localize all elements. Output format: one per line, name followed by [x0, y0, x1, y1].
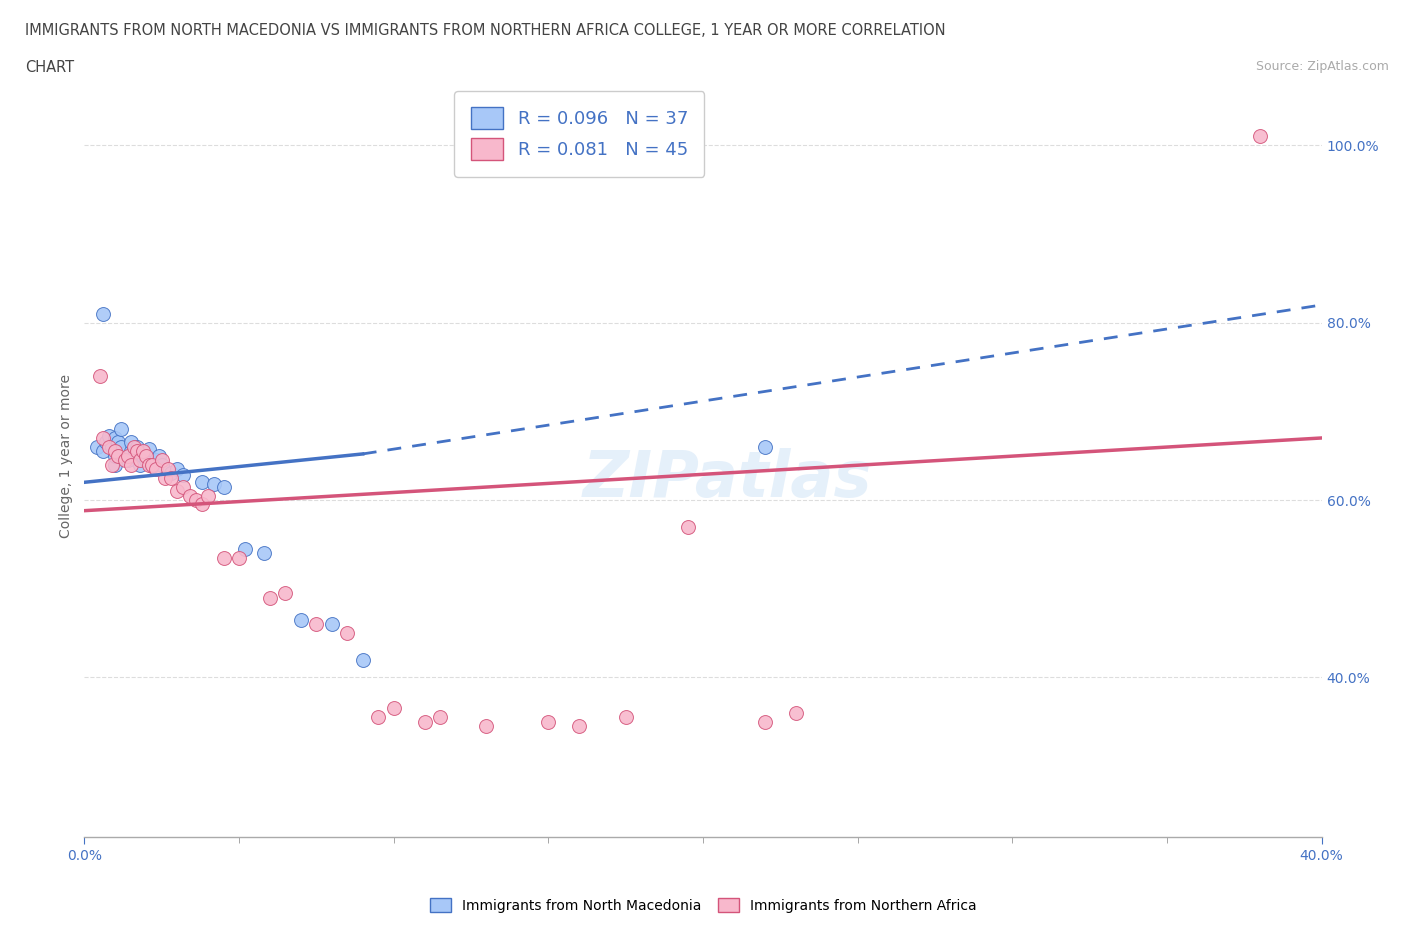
Point — [172, 468, 194, 483]
Point — [104, 444, 127, 458]
Point — [145, 461, 167, 476]
Point — [145, 453, 167, 468]
Point — [153, 471, 176, 485]
Point — [141, 458, 163, 472]
Point — [259, 591, 281, 605]
Point — [179, 488, 201, 503]
Point — [172, 479, 194, 494]
Point — [212, 479, 235, 494]
Point — [321, 617, 343, 631]
Point — [367, 710, 389, 724]
Point — [114, 453, 136, 468]
Point — [537, 714, 560, 729]
Point — [1249, 129, 1271, 144]
Point — [120, 444, 142, 458]
Point — [150, 458, 173, 472]
Point — [202, 477, 225, 492]
Point — [117, 453, 139, 468]
Point — [233, 541, 256, 556]
Point — [676, 519, 699, 534]
Point — [305, 617, 328, 631]
Point — [135, 448, 157, 463]
Point — [107, 435, 129, 450]
Point — [129, 458, 152, 472]
Point — [156, 461, 179, 476]
Point — [132, 444, 155, 458]
Legend: Immigrants from North Macedonia, Immigrants from Northern Africa: Immigrants from North Macedonia, Immigra… — [425, 893, 981, 919]
Point — [429, 710, 451, 724]
Point — [122, 448, 145, 463]
Point — [568, 719, 591, 734]
Point — [754, 439, 776, 454]
Point — [191, 497, 214, 512]
Point — [166, 461, 188, 476]
Point — [104, 458, 127, 472]
Point — [413, 714, 436, 729]
Point — [138, 458, 160, 472]
Point — [110, 421, 132, 436]
Point — [336, 626, 359, 641]
Point — [160, 466, 183, 481]
Point — [148, 448, 170, 463]
Point — [150, 453, 173, 468]
Point — [120, 435, 142, 450]
Point — [125, 444, 148, 458]
Point — [184, 493, 207, 508]
Point — [107, 448, 129, 463]
Y-axis label: College, 1 year or more: College, 1 year or more — [59, 374, 73, 538]
Point — [101, 458, 124, 472]
Point — [125, 439, 148, 454]
Point — [86, 439, 108, 454]
Point — [120, 458, 142, 472]
Point — [110, 439, 132, 454]
Point — [91, 431, 114, 445]
Point — [290, 612, 312, 627]
Text: IMMIGRANTS FROM NORTH MACEDONIA VS IMMIGRANTS FROM NORTHERN AFRICA COLLEGE, 1 YE: IMMIGRANTS FROM NORTH MACEDONIA VS IMMIG… — [25, 23, 946, 38]
Point — [104, 448, 127, 463]
Point — [94, 435, 117, 450]
Point — [91, 306, 114, 321]
Point — [141, 458, 163, 473]
Point — [212, 551, 235, 565]
Point — [122, 439, 145, 454]
Point — [98, 429, 121, 444]
Point — [91, 444, 114, 458]
Point — [138, 441, 160, 456]
Point — [89, 368, 111, 383]
Point — [614, 710, 637, 724]
Point — [274, 586, 297, 601]
Point — [754, 714, 776, 729]
Legend: R = 0.096   N = 37, R = 0.081   N = 45: R = 0.096 N = 37, R = 0.081 N = 45 — [454, 91, 704, 177]
Point — [101, 439, 124, 454]
Point — [129, 453, 152, 468]
Text: Source: ZipAtlas.com: Source: ZipAtlas.com — [1256, 60, 1389, 73]
Point — [197, 488, 219, 503]
Point — [191, 475, 214, 490]
Point — [228, 551, 250, 565]
Point — [104, 431, 127, 445]
Point — [253, 546, 276, 561]
Point — [352, 652, 374, 667]
Point — [117, 448, 139, 463]
Point — [382, 701, 405, 716]
Point — [135, 453, 157, 468]
Point — [785, 706, 807, 721]
Text: ZIPatlas: ZIPatlas — [583, 447, 873, 510]
Text: CHART: CHART — [25, 60, 75, 75]
Point — [132, 448, 155, 463]
Point — [98, 439, 121, 454]
Point — [475, 719, 498, 734]
Point — [160, 471, 183, 485]
Point — [166, 484, 188, 498]
